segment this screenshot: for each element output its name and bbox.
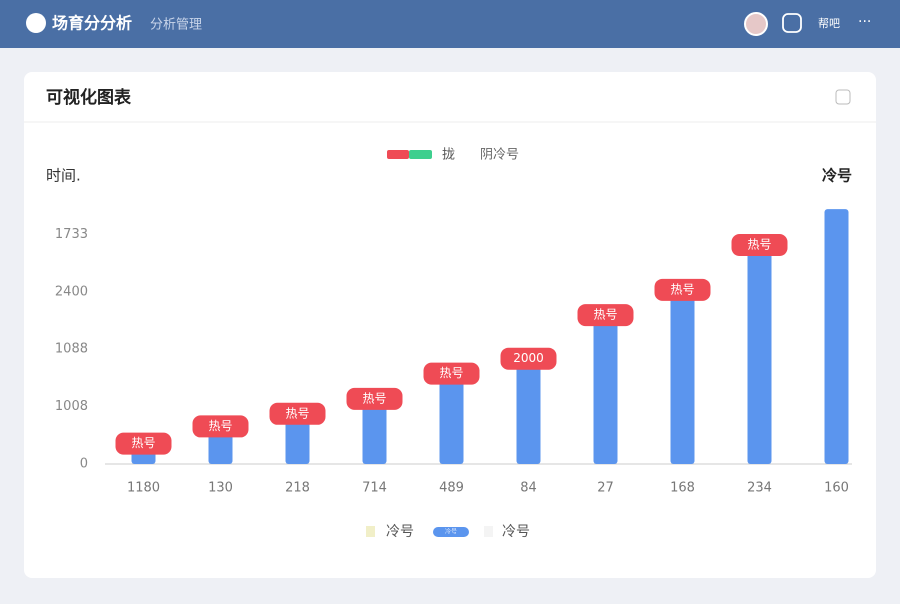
bar-label-pill [731, 234, 788, 257]
right-label: 冷号 [822, 167, 852, 185]
bar [747, 247, 772, 464]
bar-label: 热号 [131, 436, 155, 450]
bar-label: 热号 [593, 308, 617, 322]
y-tick-label: 2400 [55, 284, 88, 299]
x-tick-label: 27 [597, 481, 614, 496]
x-tick-label: 168 [670, 481, 695, 496]
bar-label: 热号 [362, 391, 386, 405]
y-tick-label: 1008 [55, 399, 88, 414]
legend-label: 拢 [442, 148, 455, 163]
x-tick-label: 84 [520, 481, 537, 496]
more-button[interactable]: ··· [858, 14, 871, 30]
bar-label-pill [346, 387, 403, 410]
legend-swatch [484, 526, 493, 537]
chart: 时间. 冷号 拢 阴冷号 0 1008 1088 2400 1733 1180 热号 130 热号 218… [46, 148, 852, 540]
y-tick-label: 1733 [55, 227, 88, 242]
bar [285, 415, 310, 464]
bar-label-pill [423, 362, 480, 385]
y-axis-label: 时间. [46, 167, 81, 185]
subtitle: 分析管理 [150, 18, 202, 33]
bar-label-pill [192, 415, 249, 438]
y-tick-label: 1088 [55, 342, 88, 357]
legend-label: 冷号 [502, 524, 530, 540]
legend-swatch [409, 150, 432, 159]
card [24, 72, 876, 578]
legend-label: 冷号 [445, 528, 457, 536]
bar-label-pill [115, 432, 172, 455]
x-tick-label: 489 [439, 481, 464, 496]
bar-label: 热号 [285, 406, 309, 420]
bar-label-pill [500, 347, 557, 370]
bar-label: 2000 [513, 351, 544, 365]
legend-swatch [366, 526, 375, 537]
y-tick-label: 0 [80, 457, 88, 472]
legend-label: 阴冷号 [480, 148, 519, 163]
x-tick-label: 234 [747, 481, 772, 496]
card-title: 可视化图表 [46, 87, 132, 108]
bar [439, 375, 464, 464]
bar-label: 热号 [208, 419, 232, 433]
bar [670, 291, 695, 464]
bar [516, 360, 541, 464]
legend-swatch [387, 150, 409, 159]
bar-label-pill [269, 402, 326, 425]
user-name[interactable]: 帮吧 [818, 17, 840, 30]
bar-label-pill [577, 304, 634, 327]
bar-label: 热号 [439, 366, 463, 380]
x-tick-label: 130 [208, 481, 233, 496]
bar-label: 热号 [670, 282, 694, 296]
logo-icon [26, 13, 46, 33]
x-tick-label: 218 [285, 481, 310, 496]
x-tick-label: 1180 [127, 481, 160, 496]
bar [593, 317, 618, 464]
bar-label-pill [654, 278, 711, 301]
bar [824, 209, 849, 464]
bar-label: 热号 [747, 238, 771, 252]
x-tick-label: 160 [824, 481, 849, 496]
bar [362, 400, 387, 464]
legend-swatch [433, 527, 469, 537]
avatar[interactable] [744, 12, 768, 36]
x-tick-label: 714 [362, 481, 387, 496]
card-action[interactable] [835, 89, 851, 105]
message-icon[interactable] [782, 13, 802, 33]
logo-text: 场育分分析 [52, 14, 132, 33]
legend-label: 冷号 [386, 524, 414, 540]
